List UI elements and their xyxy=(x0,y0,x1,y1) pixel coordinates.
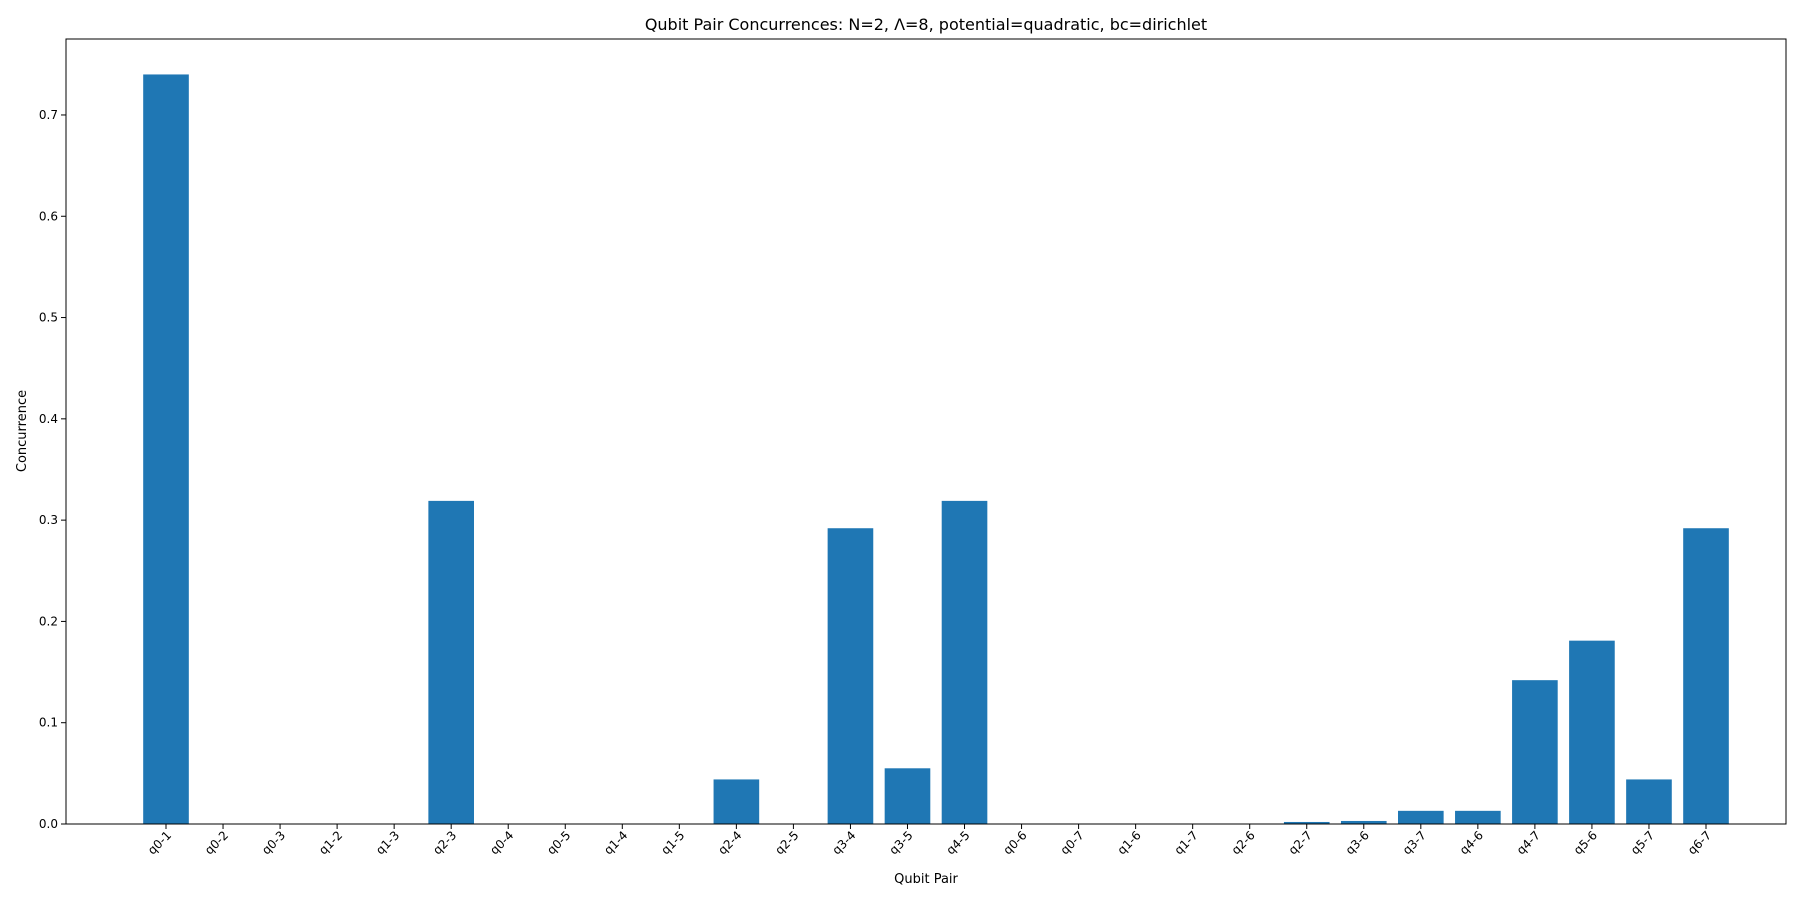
x-tick-label: q4-7 xyxy=(1514,828,1543,857)
x-tick-label: q0-2 xyxy=(202,828,231,857)
x-tick-label: q3-7 xyxy=(1400,828,1429,857)
x-tick-label: q0-3 xyxy=(259,828,288,857)
x-tick-label: q0-6 xyxy=(1001,828,1030,857)
x-tick-label: q1-6 xyxy=(1115,828,1144,857)
y-tick-label: 0.6 xyxy=(39,209,58,223)
x-tick-label: q2-5 xyxy=(772,828,801,857)
bar-q2-4 xyxy=(713,779,760,824)
bar-q6-7 xyxy=(1683,528,1729,824)
x-tick-label: q4-5 xyxy=(943,828,972,857)
bar-q4-5 xyxy=(941,500,988,824)
y-tick-label: 0.1 xyxy=(39,716,58,730)
bar-q5-7 xyxy=(1626,779,1672,824)
x-tick-label: q5-6 xyxy=(1571,828,1600,857)
x-tick-label: q1-4 xyxy=(601,828,630,857)
bar-q4-7 xyxy=(1512,680,1558,824)
x-tick-label: q0-1 xyxy=(145,828,174,857)
x-axis-label: Qubit Pair xyxy=(894,872,958,887)
x-tick-label: q2-4 xyxy=(715,828,744,857)
x-tick-label: q4-6 xyxy=(1457,828,1486,857)
bar-q3-6 xyxy=(1340,820,1387,824)
y-tick-label: 0.0 xyxy=(39,817,58,831)
y-tick-label: 0.4 xyxy=(39,412,58,426)
bar-q5-6 xyxy=(1569,640,1615,824)
y-tick-label: 0.3 xyxy=(39,513,58,527)
bars xyxy=(143,74,1729,824)
x-tick-label: q0-5 xyxy=(544,828,573,857)
x-tick-label: q5-7 xyxy=(1628,828,1657,857)
bar-q3-5 xyxy=(884,768,931,824)
x-tick-label: q6-7 xyxy=(1685,828,1714,857)
x-tick-label: q2-3 xyxy=(430,828,459,857)
x-tick-label: q1-2 xyxy=(316,828,345,857)
x-tick-label: q0-4 xyxy=(487,828,516,857)
x-tick-label: q2-6 xyxy=(1229,828,1258,857)
x-tick-label: q1-7 xyxy=(1172,828,1201,857)
y-axis-label: Concurrence xyxy=(15,390,30,472)
bar-q2-3 xyxy=(428,500,474,824)
y-tick-label: 0.5 xyxy=(39,311,58,325)
bar-q4-6 xyxy=(1455,810,1501,824)
x-tick-label: q1-5 xyxy=(658,828,687,857)
x-tick-label: q3-5 xyxy=(886,828,915,857)
x-tick-label: q2-7 xyxy=(1286,828,1315,857)
x-axis-ticks: q0-1 q0-2 q0-3 q1-2 q1-3 q2-3 q0-4 q0-5 q1-4 q1-5… xyxy=(145,824,1714,857)
x-tick-label: q3-4 xyxy=(829,828,858,857)
y-axis-ticks: 0.0 0.1 0.2 0.3 0.4 0.5 0.6 0.7 xyxy=(39,108,66,831)
bar-q3-7 xyxy=(1398,810,1444,824)
bar-q0-1 xyxy=(143,74,189,824)
chart-title: Qubit Pair Concurrences: N=2, Λ=8, poten… xyxy=(645,15,1207,34)
y-tick-label: 0.2 xyxy=(39,614,58,628)
bar-q2-7 xyxy=(1283,821,1330,824)
bar-q3-4 xyxy=(827,528,874,824)
x-tick-label: q3-6 xyxy=(1343,828,1372,857)
x-tick-label: q1-3 xyxy=(373,828,402,857)
x-tick-label: q0-7 xyxy=(1058,828,1087,857)
plot-frame xyxy=(65,38,1787,825)
y-tick-label: 0.7 xyxy=(39,108,58,122)
